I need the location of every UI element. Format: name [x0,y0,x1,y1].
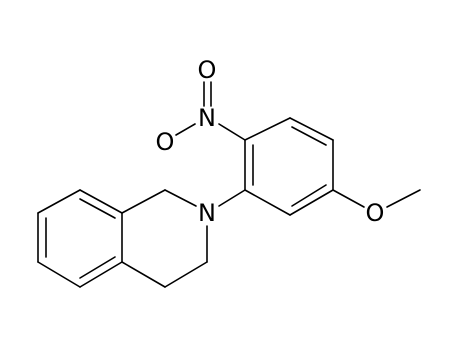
bond [332,189,365,208]
atom-labels: O N O N O [156,56,385,227]
bond [164,261,208,288]
bond [291,126,327,146]
bond [386,189,421,208]
bond [37,189,81,214]
atom-label: N [198,199,216,227]
bond [79,189,123,214]
bond [244,189,291,216]
bond [121,261,166,288]
atom-label: O [156,128,175,156]
bond [289,189,334,216]
atom-label: N [198,104,216,132]
bond [79,198,116,219]
atom-label: O [366,199,385,227]
bonds [37,81,421,288]
bond [79,261,123,288]
bond [37,261,81,288]
bond [175,123,196,136]
bond [291,184,327,207]
bond [218,189,246,207]
bond [79,256,116,279]
bond [244,117,291,141]
bond [121,189,166,214]
bond [218,123,246,141]
bond [289,117,334,141]
atom-label: O [198,56,217,84]
bond [164,189,197,207]
